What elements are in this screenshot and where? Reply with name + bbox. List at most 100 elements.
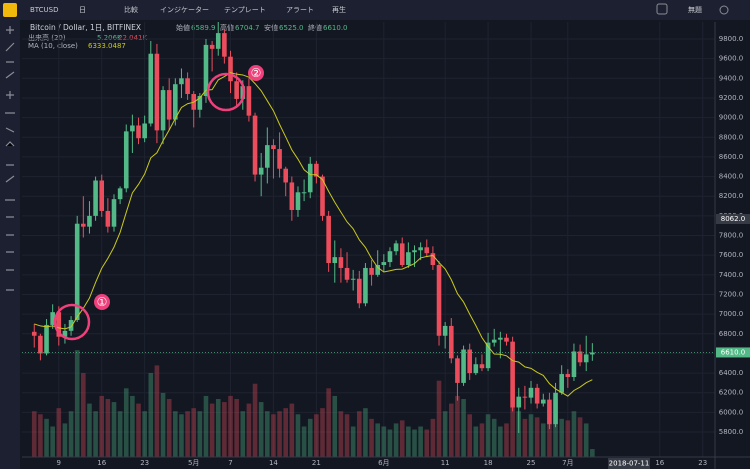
volume-bar — [301, 426, 307, 457]
candle-body — [455, 358, 460, 383]
y-tick-label: 9400.0 — [719, 74, 744, 82]
volume-bar — [203, 395, 209, 457]
candle-body — [148, 53, 154, 124]
candle-body — [559, 374, 564, 393]
x-tick-label: 11 — [441, 459, 450, 467]
candle-body — [130, 125, 135, 132]
volume-bar — [252, 383, 258, 457]
candle-body — [363, 267, 368, 304]
volume-bar — [338, 411, 344, 457]
layout-name[interactable]: 無題 — [688, 5, 702, 14]
settings-button[interactable] — [719, 5, 729, 15]
volume-bar — [277, 411, 282, 457]
candle-body — [583, 354, 589, 363]
volume-bar — [467, 414, 472, 457]
candle-body — [314, 163, 319, 177]
volume-bar — [215, 399, 221, 457]
volume-bar — [387, 429, 393, 457]
y-tick-label: 9600.0 — [719, 55, 744, 63]
volume-bar — [234, 399, 239, 457]
candle-body — [375, 264, 380, 275]
candle-body — [295, 192, 301, 210]
interval[interactable]: 日 — [79, 6, 86, 14]
ma-line — [34, 72, 593, 397]
x-tick-label: 7月 — [562, 459, 573, 467]
volume-bar — [99, 395, 105, 457]
candle-body — [185, 78, 190, 95]
candle-body — [81, 223, 86, 227]
y-tick-label: 9200.0 — [719, 94, 744, 102]
ohlc-value: 6610.0 — [323, 24, 348, 32]
candle-body — [38, 335, 43, 354]
candle-body — [491, 339, 497, 343]
volume-bar — [424, 429, 430, 457]
annotation-badge — [94, 294, 110, 310]
plot — [22, 22, 715, 457]
volume-bar — [559, 418, 564, 457]
candle-body — [516, 396, 522, 408]
candle-body — [430, 253, 436, 265]
volume-bar — [191, 408, 197, 457]
x-tick-label: 9 — [57, 459, 61, 467]
candle-body — [203, 44, 209, 96]
candle-body — [252, 115, 258, 175]
templates[interactable]: テンプレート — [224, 6, 266, 14]
volume-bar — [105, 399, 111, 457]
y-tick-label: 8200.0 — [719, 192, 744, 200]
highlight-circle — [206, 72, 246, 112]
volume-bar — [314, 414, 319, 457]
volume-bar — [565, 420, 571, 457]
volume-bar — [504, 423, 509, 457]
volume-bar — [399, 420, 405, 457]
x-tick-label: 23 — [698, 459, 707, 467]
candle-body — [553, 392, 558, 425]
volume-bar — [117, 411, 123, 457]
candle-body — [399, 243, 405, 265]
candle-body — [590, 352, 595, 355]
candle-body — [246, 86, 252, 116]
volume-bar — [62, 423, 68, 457]
replay[interactable]: 再生 — [332, 5, 346, 14]
candle-body — [105, 210, 111, 227]
crosshair-price-box — [716, 214, 750, 224]
alert[interactable]: アラート — [286, 6, 314, 14]
candle-body — [436, 264, 442, 336]
fullscreen-button[interactable] — [656, 3, 668, 15]
volume-bar — [363, 408, 368, 457]
candle-body — [136, 125, 141, 139]
candle-body — [320, 176, 325, 216]
annotation-badge — [248, 65, 264, 81]
volume-bar — [81, 373, 86, 457]
logo[interactable] — [3, 3, 17, 17]
indicators[interactable]: インジケーター — [160, 5, 209, 14]
volume-bar — [461, 399, 466, 457]
x-tick-label: 5月 — [188, 459, 199, 467]
symbol[interactable]: BTCUSD — [30, 6, 59, 14]
volume-bar — [130, 395, 135, 457]
toolbar-bg — [0, 0, 750, 20]
y-tick-label: 7000.0 — [719, 310, 744, 318]
candle-body — [350, 278, 356, 280]
candle-body — [31, 331, 37, 336]
compare[interactable]: 比較 — [124, 5, 138, 14]
candle-body — [74, 223, 80, 321]
candle-body — [289, 182, 295, 210]
crosshair-price: 8062.0 — [721, 215, 746, 223]
tool-icons[interactable] — [5, 26, 15, 291]
candle-body — [467, 349, 472, 374]
volume-bar — [246, 403, 252, 457]
volume-bar — [479, 423, 485, 457]
volume-bar — [136, 403, 141, 457]
ohlc-value: 6525.0 — [279, 24, 304, 32]
candle-body — [160, 90, 166, 131]
candle-body — [565, 374, 571, 378]
annotation-label: ① — [97, 295, 108, 309]
volume-bar — [166, 399, 172, 457]
volume-bar — [289, 403, 295, 457]
volume-bar — [142, 411, 147, 457]
candle-body — [173, 84, 178, 120]
last-price-box — [716, 347, 750, 358]
volume-bar — [393, 423, 399, 457]
candle-body — [571, 351, 577, 378]
candle-body — [504, 337, 509, 342]
